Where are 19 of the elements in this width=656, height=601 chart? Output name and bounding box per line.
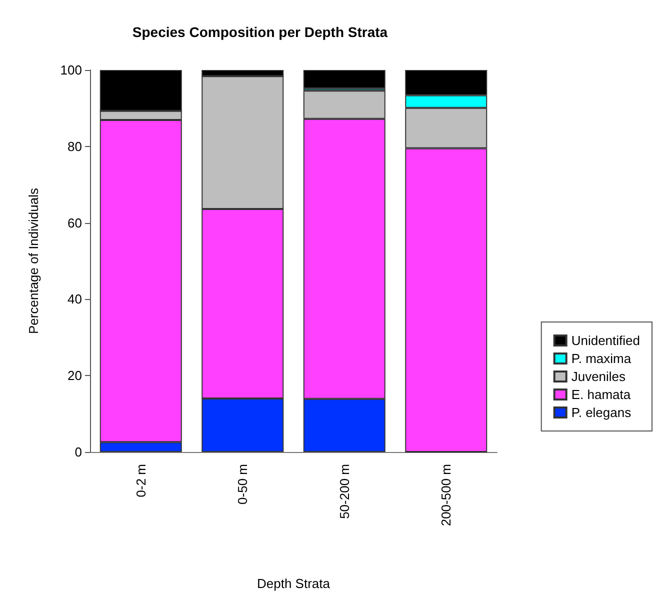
legend-label: P. maxima — [571, 351, 632, 366]
legend-label: P. elegans — [571, 405, 632, 420]
x-axis-title: Depth Strata — [257, 576, 331, 591]
x-tick-label: 200-500 m — [438, 464, 454, 526]
bar — [303, 70, 386, 88]
y-tick-label: 100 — [60, 62, 82, 78]
y-tick-label: 60 — [68, 215, 82, 230]
legend-label: Juveniles — [571, 369, 626, 384]
x-tick-label: 0-50 m — [235, 464, 250, 504]
y-tick-label: 20 — [68, 368, 82, 384]
y-tick-label: 80 — [68, 138, 82, 154]
chart-title: Species Composition per Depth Strata — [132, 24, 388, 40]
x-tick-label: 0-2 m — [133, 464, 148, 498]
legend-label: E. hamata — [571, 387, 632, 402]
x-tick-label: 50-200 m — [336, 464, 352, 519]
y-tick-label: 0 — [74, 444, 82, 460]
y-axis-title: Percentage of Individuals — [26, 188, 41, 334]
y-tick-label: 40 — [68, 292, 82, 307]
legend-label: Unidentified — [571, 333, 640, 348]
